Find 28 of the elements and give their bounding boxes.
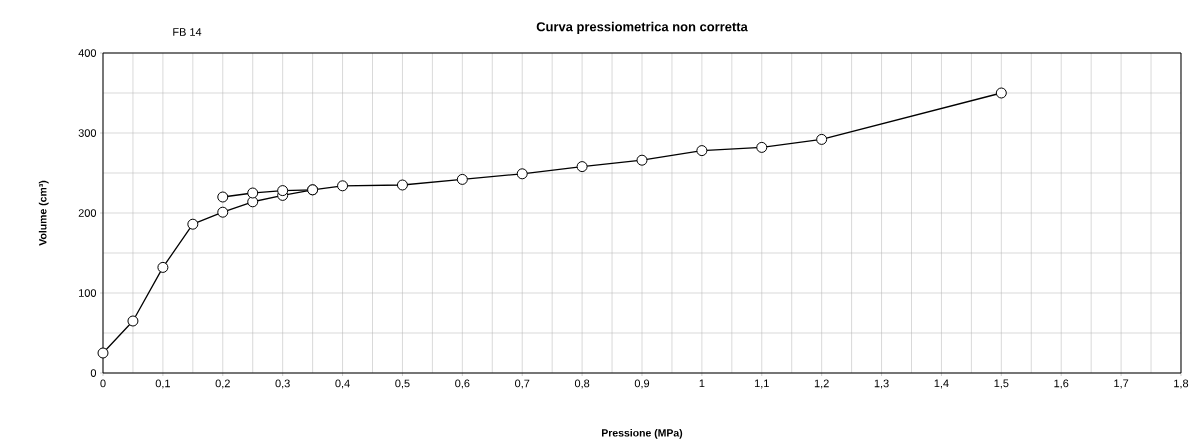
x-tick-label: 0,8 — [574, 379, 590, 389]
chart-title: Curva pressiometrica non corretta — [536, 21, 748, 34]
x-tick-label: 1 — [699, 379, 705, 388]
x-tick-label: 1,6 — [1054, 379, 1069, 389]
x-tick-label: 1,7 — [1114, 379, 1129, 389]
x-tick-label: 0,1 — [155, 379, 170, 389]
y-axis-title: Volume (cm³) — [38, 180, 49, 246]
x-tick-label: 0,4 — [335, 379, 350, 389]
x-tick-label: 0,3 — [275, 379, 290, 389]
x-tick-label: 1,3 — [874, 379, 889, 389]
y-tick-label: 200 — [78, 209, 97, 217]
x-tick-label: 0 — [100, 379, 106, 388]
x-tick-label: 1,4 — [934, 379, 949, 389]
x-tick-label: 0,2 — [215, 379, 230, 389]
text: FB 14 — [173, 28, 202, 36]
x-tick-label: 0,6 — [455, 379, 470, 389]
x-tick-label: 0,5 — [395, 379, 410, 389]
x-axis-title: Pressione (MPa) — [602, 428, 683, 439]
y-tick-label: 300 — [78, 129, 97, 137]
x-tick-label: 1,5 — [994, 379, 1009, 389]
x-tick-label: 1,1 — [754, 379, 769, 389]
y-tick-label: 0 — [90, 369, 97, 377]
x-tick-label: 0,7 — [515, 379, 530, 389]
x-tick-label: 1,8 — [1174, 379, 1189, 389]
x-tick-label: 0,9 — [634, 379, 650, 389]
x-tick-label: 1,2 — [814, 379, 829, 389]
y-tick-label: 400 — [78, 49, 97, 57]
y-tick-label: 100 — [79, 289, 97, 297]
